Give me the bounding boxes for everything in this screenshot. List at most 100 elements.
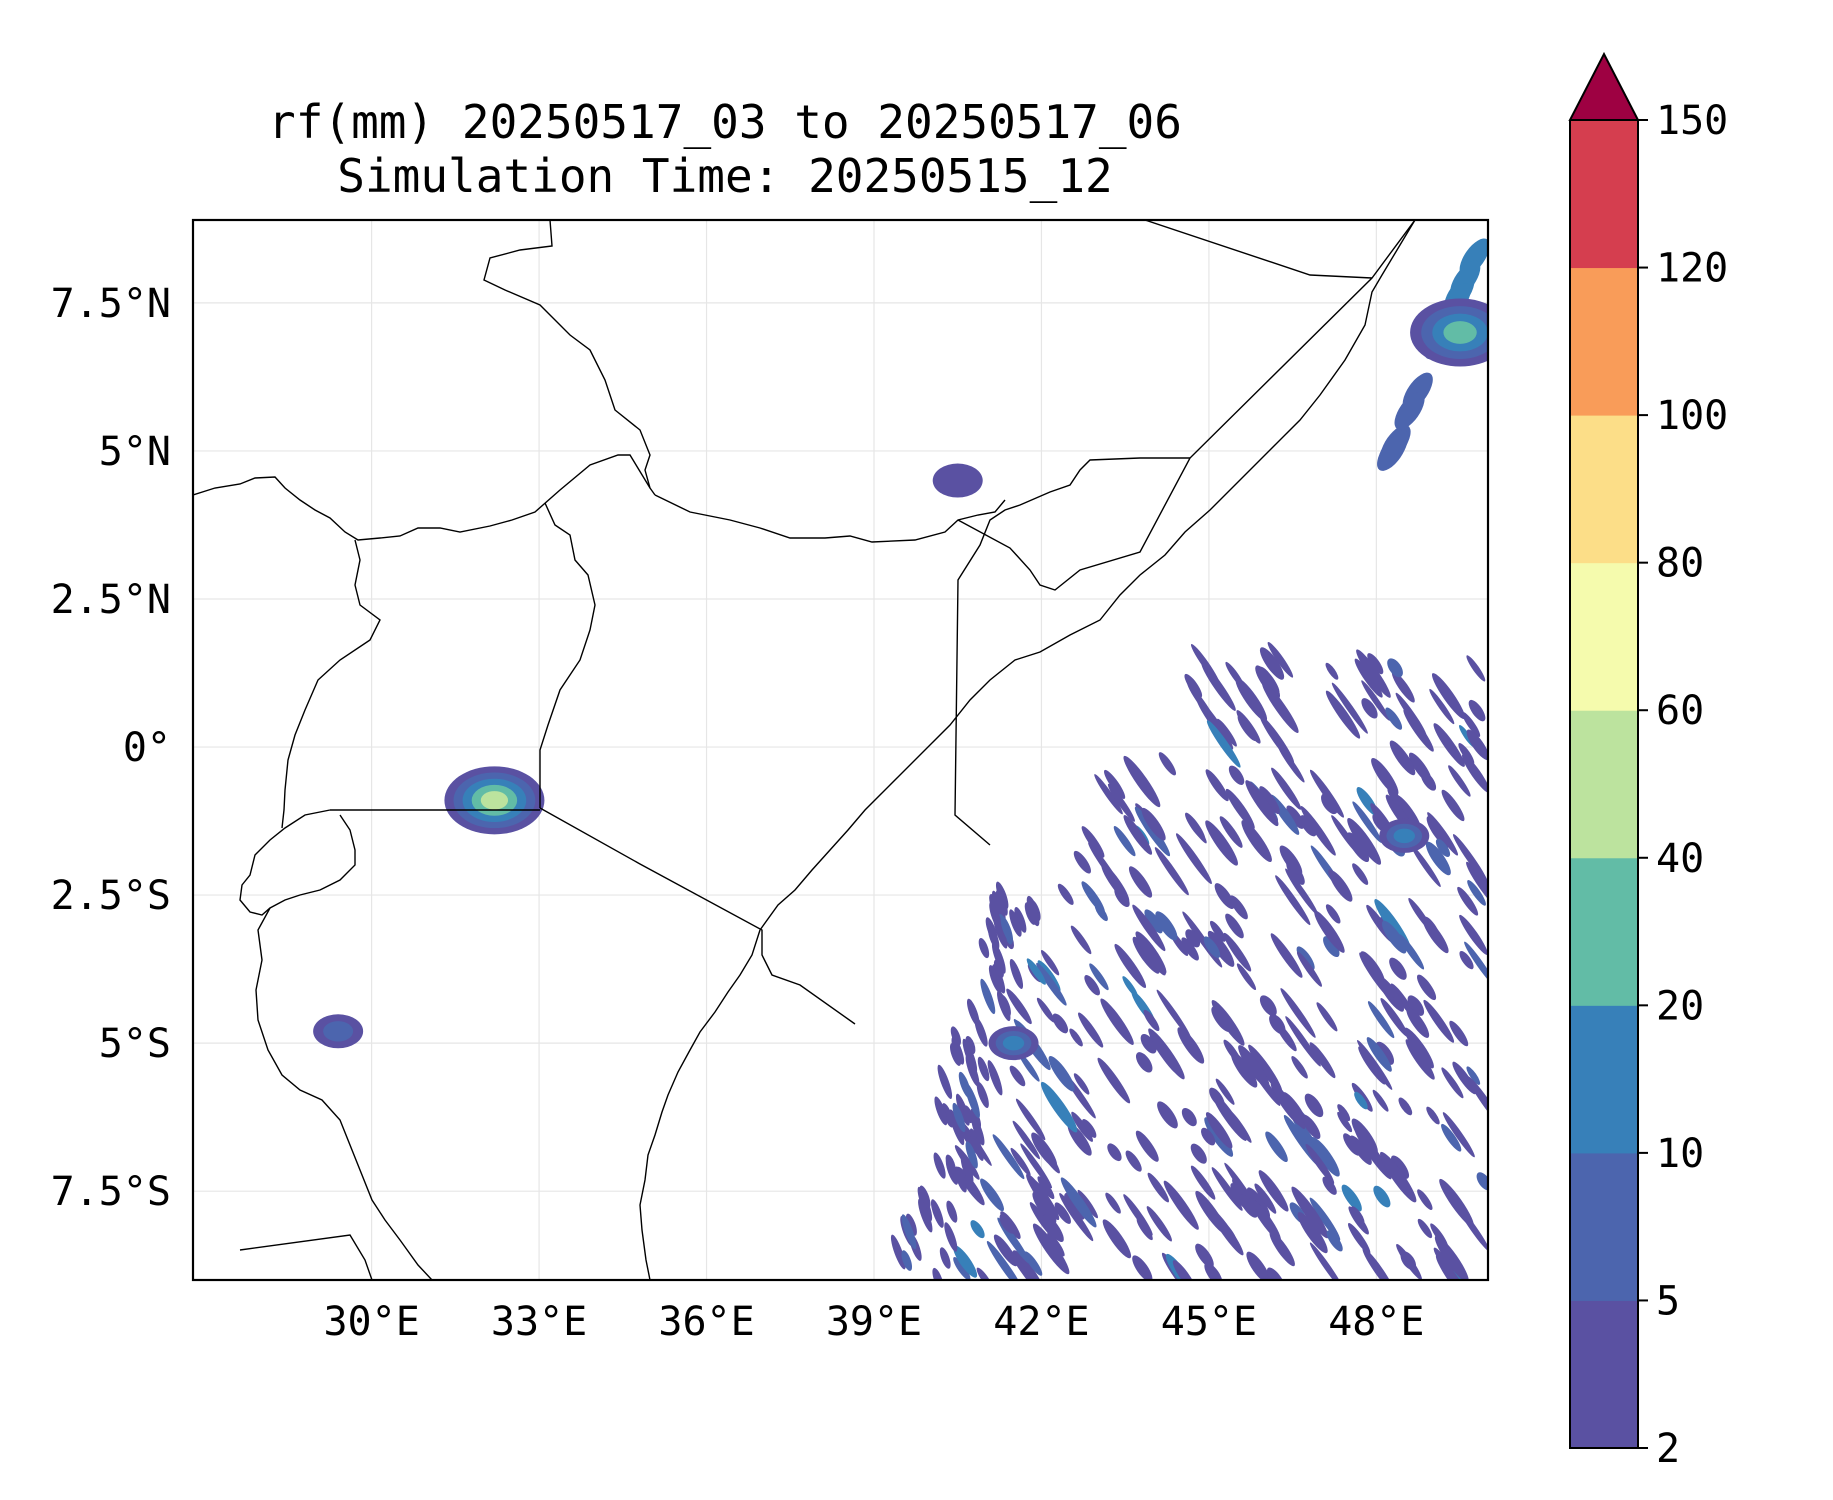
rain-streak bbox=[1323, 936, 1340, 958]
rain-streak bbox=[1373, 1185, 1391, 1208]
rain-streak bbox=[1064, 1192, 1085, 1220]
rain-streak bbox=[949, 1043, 962, 1066]
rain-streak bbox=[1429, 688, 1455, 725]
rain-streak bbox=[1389, 957, 1407, 980]
colorbar-tick-label: 60 bbox=[1656, 688, 1704, 734]
rain-streak bbox=[1211, 1000, 1245, 1046]
rain-streak bbox=[1009, 958, 1024, 989]
rain-streak bbox=[1385, 707, 1403, 730]
colorbar-frame bbox=[1569, 120, 1639, 1449]
rain-streak bbox=[1427, 812, 1459, 856]
rain-streak bbox=[1466, 1066, 1481, 1085]
x-tick-label: 33°E bbox=[491, 1299, 587, 1345]
colorbar-tick-label: 2 bbox=[1656, 1426, 1680, 1472]
rain-streak bbox=[1309, 1197, 1341, 1241]
rain-streak bbox=[978, 938, 990, 959]
rain-streak bbox=[1158, 752, 1177, 776]
rain-streak bbox=[960, 1155, 974, 1184]
rain-streak bbox=[1014, 907, 1027, 933]
rain-streak bbox=[1309, 1242, 1345, 1280]
rain-streak bbox=[1310, 1136, 1340, 1177]
rain-streak bbox=[988, 965, 1002, 994]
colorbar-tick-label: 120 bbox=[1656, 246, 1728, 292]
rain-streak bbox=[1148, 1028, 1185, 1080]
rain-streak bbox=[1214, 883, 1235, 910]
rain-streak bbox=[1458, 742, 1475, 765]
rain-streak bbox=[969, 1128, 984, 1161]
rain-streak bbox=[974, 1017, 988, 1047]
kenya-tanzania-border bbox=[539, 807, 856, 1025]
rain-streak bbox=[1403, 709, 1434, 752]
rain-streak bbox=[918, 1198, 933, 1233]
rain-streak bbox=[1380, 997, 1409, 1038]
rain-streak bbox=[1184, 812, 1206, 841]
rain-streak bbox=[1341, 1184, 1362, 1212]
rain-area-3 bbox=[1443, 321, 1477, 344]
uganda-west-border bbox=[281, 539, 381, 829]
rain-streak bbox=[1325, 904, 1341, 924]
rain-streak bbox=[1404, 1027, 1434, 1069]
rain-streak bbox=[1259, 647, 1285, 680]
rain-streak bbox=[1018, 1052, 1040, 1082]
rain-streak bbox=[1291, 1056, 1308, 1079]
rain-streak bbox=[1036, 962, 1067, 1006]
rain-streak bbox=[1309, 1042, 1336, 1079]
rain-streak bbox=[1101, 863, 1130, 903]
rain-streak bbox=[1181, 1107, 1197, 1127]
rain-streak bbox=[1009, 909, 1022, 937]
rain-streak bbox=[1286, 805, 1305, 829]
rain-streak bbox=[1431, 673, 1466, 720]
rain-streak bbox=[1435, 838, 1451, 857]
rain-streak bbox=[1249, 1197, 1281, 1242]
rain-streak bbox=[1128, 866, 1153, 898]
rain-streak bbox=[1434, 1235, 1469, 1280]
rain-streak bbox=[1405, 1039, 1435, 1080]
colorbar-segment bbox=[1570, 1005, 1638, 1154]
uganda-kenya-border bbox=[539, 502, 596, 808]
rain-streak bbox=[985, 917, 998, 944]
rain-streak bbox=[1113, 826, 1136, 857]
rain-streak bbox=[1411, 845, 1441, 887]
rain-streak bbox=[1229, 895, 1248, 920]
rain-streak bbox=[1352, 801, 1382, 843]
rain-streak bbox=[1012, 1120, 1040, 1160]
rain-streak bbox=[1299, 815, 1317, 837]
rain-streak bbox=[1259, 715, 1295, 764]
y-tick-label: 0° bbox=[123, 725, 171, 771]
rain-streak bbox=[1371, 757, 1399, 796]
rain-streak bbox=[1372, 1089, 1389, 1112]
rain-area-0 bbox=[932, 463, 983, 498]
rain-streak bbox=[1248, 1044, 1283, 1093]
tanzania-congo-border bbox=[255, 907, 433, 1280]
chart-title-line2: Simulation Time: 20250515_12 bbox=[337, 149, 1113, 203]
colorbar-segment bbox=[1570, 120, 1638, 269]
rain-streak bbox=[1347, 1223, 1371, 1255]
rain-streak bbox=[993, 1234, 1018, 1267]
rain-streak bbox=[1216, 718, 1237, 747]
rain-streak bbox=[970, 1220, 985, 1239]
rain-streak bbox=[1269, 1231, 1295, 1267]
rain-streak bbox=[995, 889, 1008, 916]
rain-streak bbox=[1154, 847, 1189, 896]
rain-streak bbox=[1422, 917, 1449, 954]
rain-streak bbox=[1406, 1007, 1430, 1038]
colorbar-segment bbox=[1570, 562, 1638, 711]
rain-streak bbox=[1366, 1037, 1392, 1072]
somalia-coast bbox=[759, 220, 1416, 931]
rain-streak bbox=[993, 959, 1004, 978]
y-tick-label: 2.5°N bbox=[51, 577, 171, 623]
rain-streak bbox=[1141, 807, 1166, 841]
rain-streak bbox=[937, 1064, 953, 1099]
rain-streak bbox=[1073, 850, 1092, 874]
colorbar-tick-label: 150 bbox=[1656, 98, 1728, 144]
rain-streak bbox=[1135, 1052, 1153, 1073]
rain-streak bbox=[1052, 1013, 1069, 1034]
rain-streak bbox=[986, 1241, 1024, 1280]
rain-streak bbox=[1467, 1076, 1488, 1127]
rain-area-2 bbox=[1002, 1035, 1025, 1051]
rain-streak bbox=[1010, 1147, 1031, 1176]
rain-streak bbox=[1181, 937, 1199, 961]
rain-streak bbox=[1211, 1167, 1243, 1211]
rain-streak bbox=[1185, 929, 1201, 948]
rain-streak bbox=[1094, 904, 1108, 922]
